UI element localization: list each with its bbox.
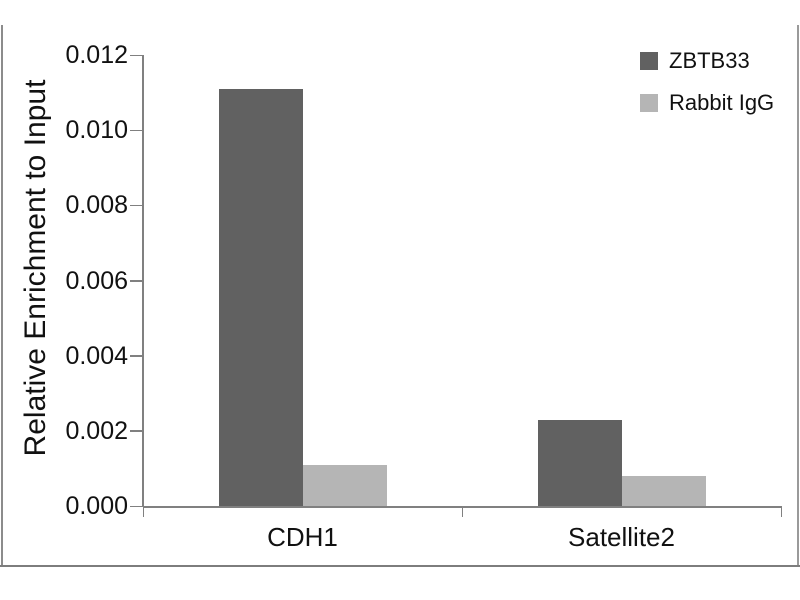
- category-label: Satellite2: [568, 522, 675, 552]
- figure-frame-left: [1, 25, 3, 567]
- y-tick: [130, 204, 143, 207]
- y-tick-label: 0.000: [65, 492, 128, 520]
- x-tick: [780, 506, 782, 517]
- legend-label: ZBTB33: [669, 48, 750, 73]
- figure-frame-bottom: [0, 565, 800, 567]
- y-tick: [130, 430, 143, 432]
- y-tick-label: 0.006: [65, 266, 128, 295]
- bar-zbtb33-satellite2: [537, 419, 622, 506]
- y-tick-label: 0.008: [65, 191, 128, 220]
- bar-rabbit-igg-cdh1: [302, 464, 387, 506]
- y-tick: [130, 280, 143, 282]
- x-tick: [142, 506, 144, 517]
- x-tick: [461, 506, 463, 517]
- y-tick-label: 0.002: [65, 416, 128, 445]
- y-tick: [130, 129, 143, 132]
- y-tick-label: 0.010: [65, 116, 128, 145]
- category-label: CDH1: [267, 522, 338, 552]
- figure-frame-right: [797, 25, 799, 567]
- y-tick: [130, 355, 143, 357]
- bar-zbtb33-cdh1: [218, 88, 303, 506]
- y-tick-label: 0.004: [65, 341, 128, 370]
- bar-rabbit-igg-satellite2: [621, 475, 706, 506]
- legend-label: Rabbit IgG: [669, 90, 775, 115]
- y-tick: [130, 54, 143, 56]
- legend-swatch-zbtb33: [640, 52, 658, 70]
- y-tick-label: 0.012: [65, 41, 128, 69]
- y-tick: [130, 505, 143, 507]
- legend-item: ZBTB33: [640, 48, 750, 73]
- legend-item: Rabbit IgG: [640, 90, 774, 115]
- legend-swatch-rabbit-igg: [640, 94, 658, 112]
